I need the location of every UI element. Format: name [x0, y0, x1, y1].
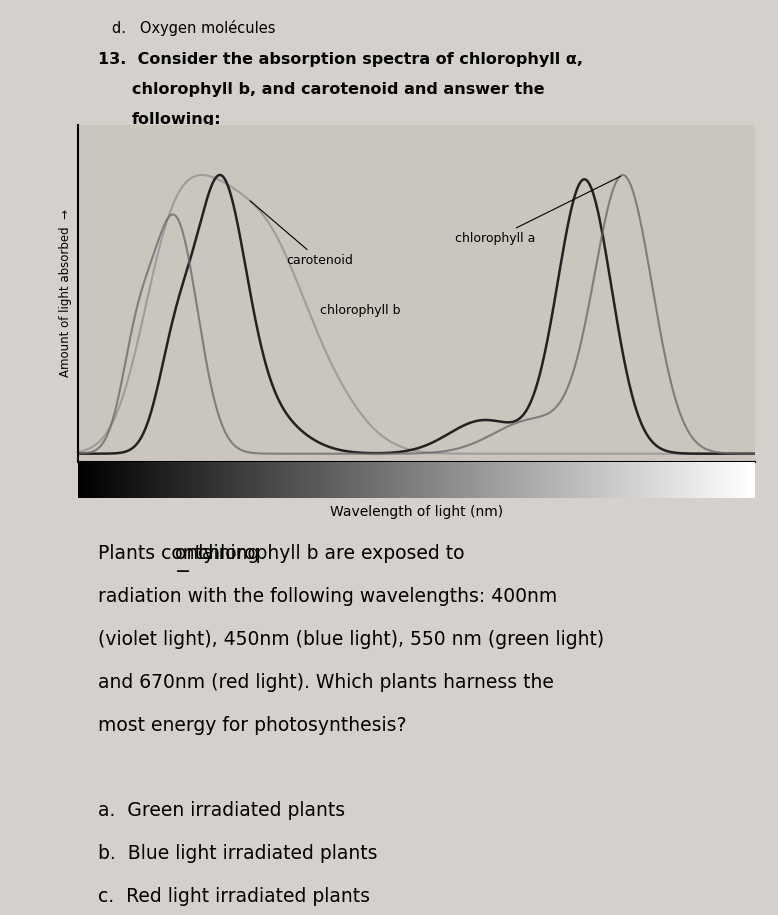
Text: chlorophyll a: chlorophyll a [455, 177, 621, 245]
Text: d.   Oxygen molécules: d. Oxygen molécules [112, 20, 275, 37]
Text: most energy for photosynthesis?: most energy for photosynthesis? [98, 716, 407, 735]
Text: radiation with the following wavelengths: 400nm: radiation with the following wavelengths… [98, 587, 557, 606]
Text: 13.  Consider the absorption spectra of chlorophyll α,: 13. Consider the absorption spectra of c… [98, 52, 583, 68]
Text: following:: following: [132, 112, 222, 127]
Text: Wavelength of light (nm): Wavelength of light (nm) [330, 505, 503, 519]
Text: only: only [175, 544, 215, 564]
Text: a.  Green irradiated plants: a. Green irradiated plants [98, 802, 345, 821]
Text: c.  Red light irradiated plants: c. Red light irradiated plants [98, 888, 370, 906]
Text: chlorophyll b: chlorophyll b [320, 305, 501, 420]
Text: (violet light), 450nm (blue light), 550 nm (green light): (violet light), 450nm (blue light), 550 … [98, 630, 605, 649]
Y-axis label: Amount of light absorbed  →: Amount of light absorbed → [59, 210, 72, 378]
Text: b.  Blue light irradiated plants: b. Blue light irradiated plants [98, 845, 377, 864]
Text: chlorophyll b are exposed to: chlorophyll b are exposed to [192, 544, 464, 564]
Text: carotenoid: carotenoid [250, 200, 353, 267]
Text: chlorophyll b, and carotenoid and answer the: chlorophyll b, and carotenoid and answer… [132, 82, 545, 97]
Text: and 670nm (red light). Which plants harness the: and 670nm (red light). Which plants harn… [98, 673, 554, 692]
Text: Plants containing: Plants containing [98, 544, 265, 564]
